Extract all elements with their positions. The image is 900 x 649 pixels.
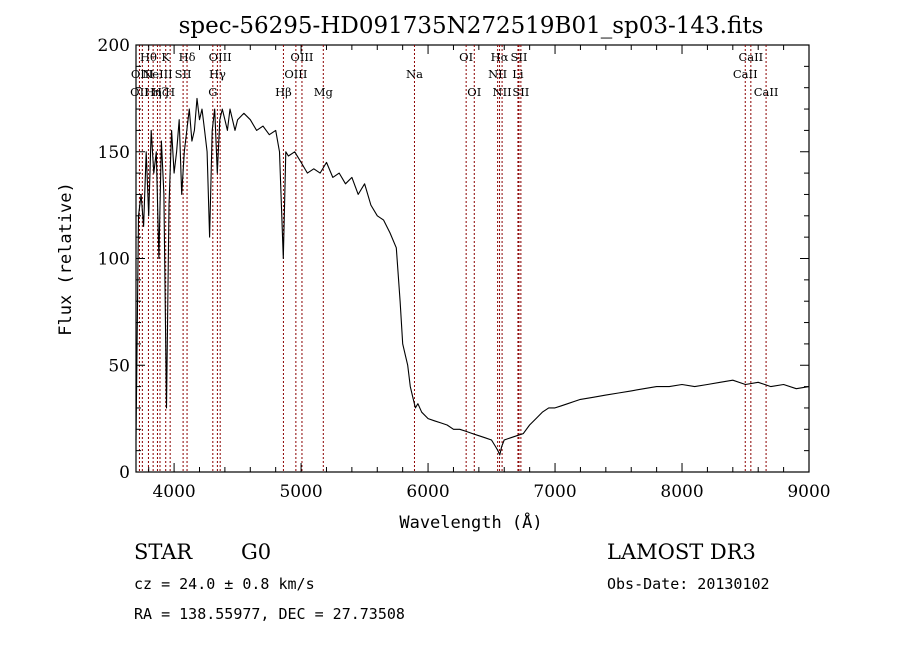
line-marker-label: SII xyxy=(175,67,192,81)
x-tick-label: 8000 xyxy=(660,482,703,502)
survey-name: LAMOST DR3 xyxy=(607,540,756,564)
obs-date: Obs-Date: 20130102 xyxy=(607,575,770,593)
x-tick-label: 9000 xyxy=(787,482,830,502)
x-tick-label: 4000 xyxy=(152,482,195,502)
line-marker-label: Hα xyxy=(491,50,509,64)
y-tick-label: 50 xyxy=(108,356,130,376)
y-tick-label: 0 xyxy=(119,463,130,483)
line-marker-label: Hη xyxy=(145,85,162,99)
y-tick-label: 200 xyxy=(98,36,130,56)
line-marker-label: NII xyxy=(488,67,507,81)
object-type: STAR xyxy=(134,540,193,564)
line-marker-label: NII xyxy=(493,85,512,99)
line-marker-label: OIII xyxy=(284,67,307,81)
line-marker-label: Hθ xyxy=(140,50,157,64)
line-marker-label: OI xyxy=(467,85,481,99)
line-marker-label: SII xyxy=(512,85,529,99)
coordinates: RA = 138.55977, DEC = 27.73508 xyxy=(134,605,405,623)
line-marker-label: OI xyxy=(459,50,473,64)
line-marker-label: Li xyxy=(512,67,524,81)
line-marker-labels: OIIOIIIHθHηNeIIIHζKHSIIHδGHγOIIIHβOIIIOI… xyxy=(130,50,778,99)
line-marker-label: OIII xyxy=(209,50,232,64)
line-markers xyxy=(138,45,767,472)
line-marker-label: Na xyxy=(406,67,423,81)
line-marker-label: Hζ xyxy=(152,85,168,99)
chart-title: spec-56295-HD091735N272519B01_sp03-143.f… xyxy=(179,13,764,39)
line-marker-label: OII xyxy=(130,85,149,99)
line-marker-label: SII xyxy=(510,50,527,64)
y-tick-label: 100 xyxy=(98,250,130,270)
x-tick-label: 5000 xyxy=(279,482,322,502)
line-marker-label: OIII xyxy=(290,50,313,64)
subclass: G0 xyxy=(241,540,271,564)
y-axis-label: Flux (relative) xyxy=(56,182,76,336)
line-marker-label: K xyxy=(161,50,170,64)
line-marker-label: Hγ xyxy=(209,67,226,81)
axis-ticks: 4000 5000 6000 7000 8000 9000 0 50 100 150 200 xyxy=(98,36,831,502)
line-marker-label: Mg xyxy=(314,85,334,99)
line-marker-label: OIII xyxy=(131,67,154,81)
line-marker-label: H xyxy=(165,85,175,99)
line-marker-label: Hβ xyxy=(275,85,292,99)
line-marker-label: Hδ xyxy=(179,50,196,64)
x-tick-label: 6000 xyxy=(406,482,449,502)
line-marker-label: G xyxy=(208,85,217,99)
x-tick-label: 7000 xyxy=(533,482,576,502)
x-axis-label: Wavelength (Å) xyxy=(399,511,542,533)
line-marker-label: CaII xyxy=(738,50,763,64)
redshift: cz = 24.0 ± 0.8 km/s xyxy=(134,575,315,593)
line-marker-label: CaII xyxy=(754,85,779,99)
plot-frame xyxy=(135,44,810,473)
line-marker-label: NeIII xyxy=(142,67,173,81)
series-group xyxy=(135,97,810,456)
line-marker-label: CaII xyxy=(733,67,758,81)
y-tick-label: 150 xyxy=(98,143,130,163)
spectrum-line xyxy=(135,97,810,456)
